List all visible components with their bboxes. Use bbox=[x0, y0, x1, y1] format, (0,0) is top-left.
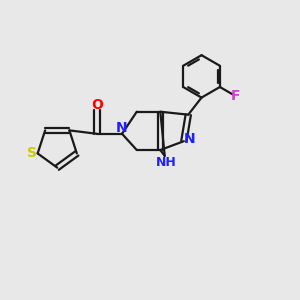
Text: O: O bbox=[91, 98, 103, 112]
Text: F: F bbox=[231, 89, 240, 103]
Text: NH: NH bbox=[156, 156, 177, 169]
Text: N: N bbox=[116, 121, 128, 135]
Text: N: N bbox=[183, 132, 195, 146]
Text: S: S bbox=[27, 146, 37, 161]
